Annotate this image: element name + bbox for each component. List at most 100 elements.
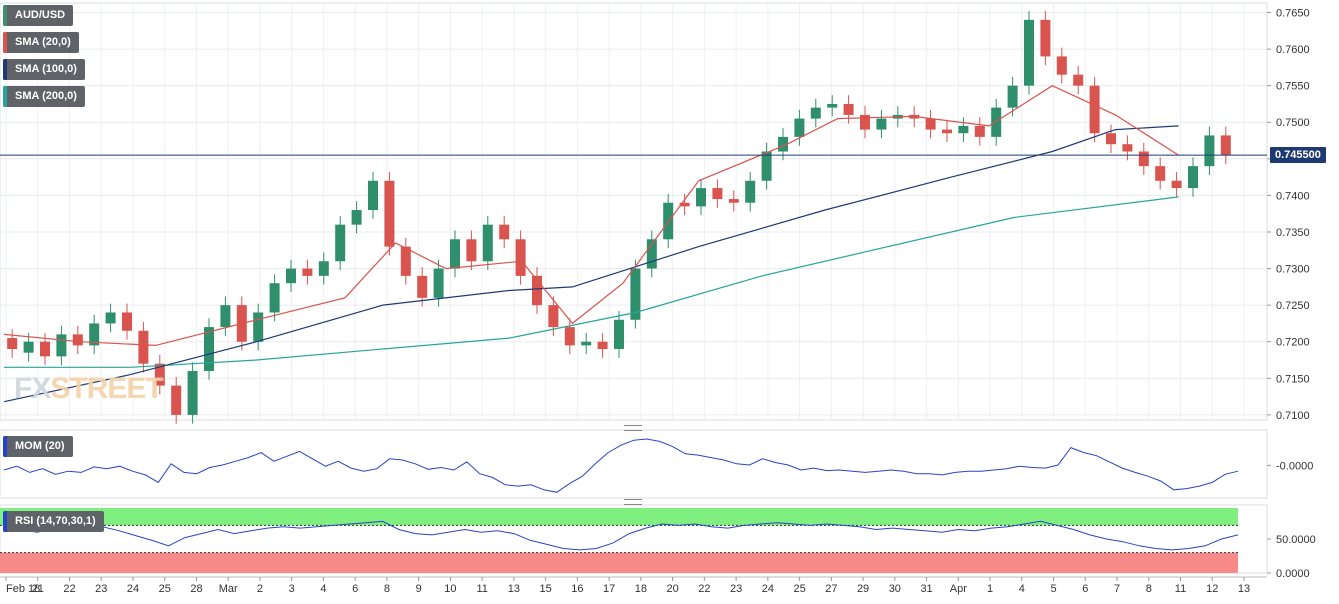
rsi-label[interactable]: RSI (14,70,30,1) [3, 511, 104, 532]
x-tick-37: 11 [1175, 583, 1186, 595]
x-tick-29: 31 [920, 583, 932, 595]
y-tick-1: 0.7600 [1276, 44, 1310, 56]
candle-1 [23, 341, 34, 353]
candle-32 [532, 275, 542, 306]
x-tick-0: Feb 18 [6, 583, 40, 595]
y-tick-9: 0.7200 [1276, 337, 1310, 349]
x-tick-2: 22 [63, 583, 75, 595]
x-tick-25: 25 [793, 583, 805, 595]
candle-29 [482, 224, 493, 262]
candle-60 [991, 107, 1002, 137]
candle-35 [581, 341, 592, 346]
candle-73 [1204, 135, 1215, 167]
momentum-swatch [3, 436, 7, 457]
candle-21 [351, 210, 362, 225]
candle-47 [778, 136, 788, 152]
candle-10 [171, 385, 182, 415]
x-tick-14: 10 [444, 583, 456, 595]
x-tick-33: 5 [1050, 583, 1056, 595]
rsi-swatch [3, 511, 7, 532]
candle-28 [466, 239, 477, 262]
x-tick-32: 4 [1019, 583, 1025, 595]
x-tick-36: 8 [1146, 583, 1152, 595]
sma20-line [3, 85, 1179, 347]
candle-17 [286, 268, 296, 284]
rsi-line [3, 520, 1239, 551]
candle-52 [860, 114, 870, 130]
pane-resize-handle-2[interactable] [624, 499, 642, 505]
x-tick-20: 18 [635, 583, 647, 595]
candle-49 [810, 107, 821, 119]
candle-30 [499, 224, 510, 240]
legend-swatch-sma20 [3, 32, 7, 53]
candle-46 [761, 151, 772, 181]
candle-12 [204, 327, 214, 371]
momentum-label[interactable]: MOM (20) [3, 436, 73, 457]
candle-0 [7, 338, 18, 350]
candle-4 [72, 334, 83, 346]
candle-70 [1155, 166, 1166, 181]
candle-69 [1138, 151, 1149, 167]
candle-23 [384, 180, 395, 247]
x-tick-18: 16 [571, 583, 583, 595]
y-tick-11: 0.7100 [1276, 410, 1310, 422]
x-tick-15: 11 [476, 583, 487, 595]
y-tick-0: 0.7650 [1276, 8, 1310, 20]
sma200-line [4, 196, 1179, 368]
x-tick-16: 13 [508, 583, 520, 595]
candle-15 [253, 312, 264, 342]
y-tick-8: 0.7250 [1276, 300, 1310, 312]
x-tick-38: 12 [1206, 583, 1218, 595]
x-tick-21: 20 [666, 583, 678, 595]
candle-8 [138, 330, 149, 364]
x-tick-34: 6 [1082, 583, 1088, 595]
x-tick-9: 3 [289, 583, 295, 595]
candle-13 [220, 305, 231, 328]
momentum-tick: -0.0000 [1276, 460, 1313, 472]
x-tick-1: 21 [32, 583, 44, 595]
x-tick-11: 6 [352, 583, 358, 595]
x-tick-12: 8 [384, 583, 390, 595]
x-tick-10: 4 [320, 583, 326, 595]
candle-25 [417, 275, 428, 298]
x-tick-6: 28 [190, 583, 202, 595]
rsi-tick-0: 50.0000 [1276, 534, 1316, 546]
candle-59 [974, 125, 985, 137]
candle-66 [1089, 85, 1100, 134]
legend-sma100-label: SMA (100,0) [15, 63, 77, 75]
candle-61 [1007, 85, 1018, 108]
candle-27 [450, 239, 460, 269]
candle-58 [958, 125, 969, 134]
y-tick-5: 0.7400 [1276, 190, 1310, 202]
rsi-oversold-zone [0, 552, 1238, 573]
fxstreet-watermark-logo: FXSTREET [14, 372, 164, 405]
candle-18 [302, 268, 313, 276]
candle-71 [1171, 180, 1182, 189]
pane-resize-handle-1[interactable] [624, 425, 642, 431]
candle-72 [1188, 166, 1198, 189]
candle-44 [728, 199, 739, 203]
rsi-label-text: RSI (14,70,30,1) [15, 515, 96, 527]
candle-45 [745, 180, 756, 203]
main-pane-frame [0, 2, 1268, 421]
x-tick-39: 13 [1238, 583, 1250, 595]
candle-5 [89, 323, 100, 346]
x-tick-8: 2 [257, 583, 263, 595]
legend-sma20-label: SMA (20,0) [15, 36, 71, 48]
x-tick-28: 30 [889, 583, 901, 595]
legend-symbol[interactable]: AUD/USD [3, 5, 74, 26]
candle-33 [548, 305, 559, 328]
legend-sma100[interactable]: SMA (100,0) [3, 59, 85, 80]
candle-36 [597, 341, 608, 350]
candle-16 [269, 283, 280, 313]
x-tick-22: 22 [698, 583, 710, 595]
y-tick-10: 0.7150 [1276, 373, 1310, 385]
candle-22 [368, 180, 378, 211]
legend-swatch-sma200 [3, 86, 7, 107]
rsi-tick-1: 0.0000 [1276, 568, 1310, 580]
legend-sma200[interactable]: SMA (200,0) [3, 86, 85, 107]
candle-7 [122, 312, 132, 331]
candle-2 [40, 341, 50, 357]
candle-20 [335, 224, 346, 262]
legend-sma20[interactable]: SMA (20,0) [3, 32, 79, 53]
